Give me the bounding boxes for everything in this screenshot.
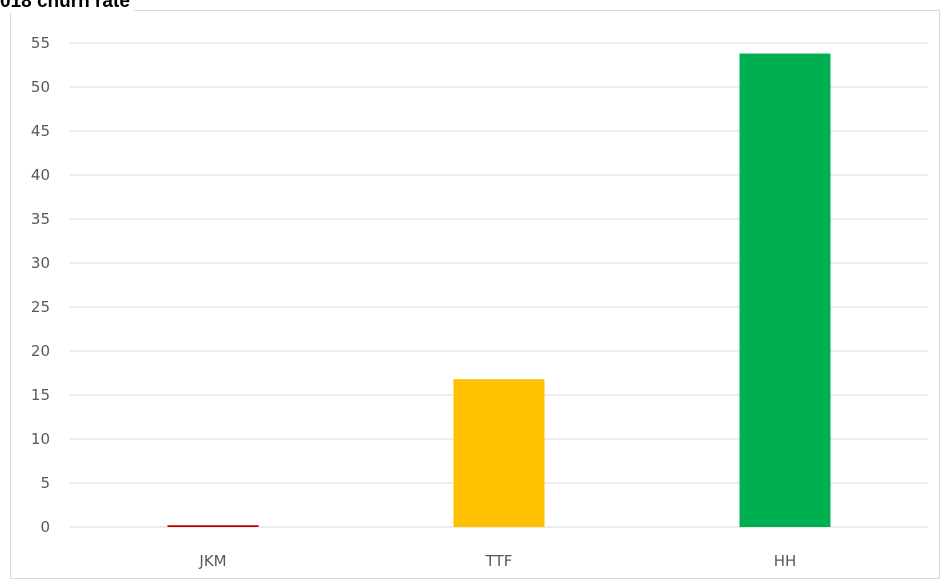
y-tick-label: 35 bbox=[31, 210, 50, 228]
x-tick-label-jkm: JKM bbox=[198, 552, 226, 570]
y-tick-label: 5 bbox=[40, 474, 50, 492]
x-tick-label-ttf: TTF bbox=[485, 552, 513, 570]
y-axis-labels: 0 5 10 15 20 25 30 35 40 45 50 55 bbox=[31, 34, 50, 536]
y-tick-label: 45 bbox=[31, 122, 50, 140]
bar-hh bbox=[739, 53, 831, 528]
bar-ttf bbox=[453, 379, 545, 527]
y-tick-label: 0 bbox=[40, 518, 50, 536]
y-tick-label: 10 bbox=[31, 430, 50, 448]
x-axis-labels: JKM TTF HH bbox=[198, 552, 796, 570]
bars bbox=[167, 53, 831, 528]
chart-title: 018 churn rate bbox=[0, 0, 134, 13]
y-tick-label: 30 bbox=[31, 254, 50, 272]
y-tick-label: 25 bbox=[31, 298, 50, 316]
y-tick-label: 40 bbox=[31, 166, 50, 184]
x-tick-label-hh: HH bbox=[774, 552, 797, 570]
y-tick-label: 20 bbox=[31, 342, 50, 360]
y-tick-label: 15 bbox=[31, 386, 50, 404]
y-tick-label: 50 bbox=[31, 78, 50, 96]
y-tick-label: 55 bbox=[31, 34, 50, 52]
bar-jkm bbox=[167, 525, 259, 527]
